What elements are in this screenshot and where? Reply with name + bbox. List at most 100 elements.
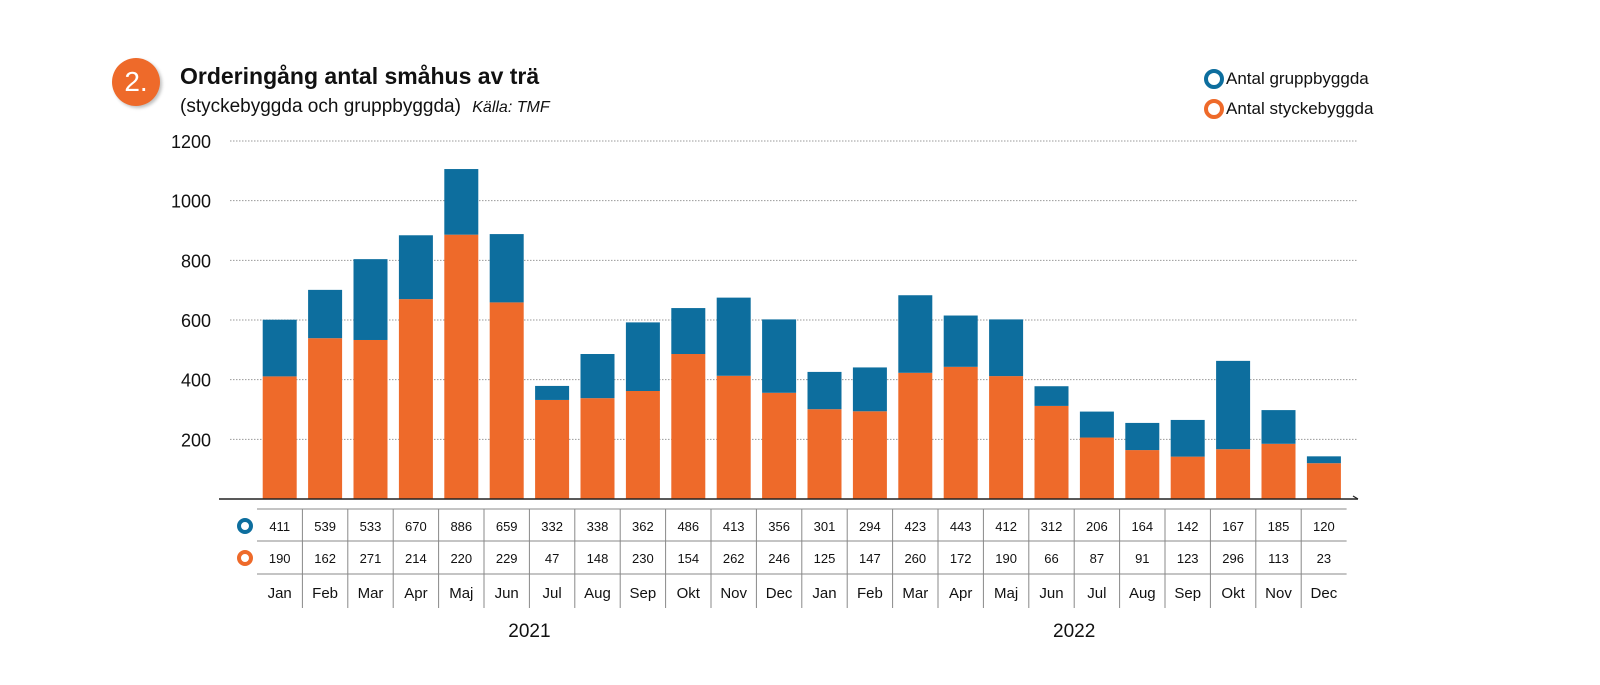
table-row-marker xyxy=(237,550,253,566)
table-cell: 301 xyxy=(814,519,836,534)
x-tick-label: Aug xyxy=(584,585,611,602)
table-cell: 312 xyxy=(1041,519,1063,534)
x-tick-label: Apr xyxy=(949,585,972,602)
bar-segment-gruppbyggda xyxy=(489,234,524,303)
x-tick-label: Jun xyxy=(1039,585,1063,602)
table-cell: 123 xyxy=(1177,551,1199,566)
bar-segment-styckebyggda xyxy=(671,354,706,499)
table-cell: 670 xyxy=(405,519,427,534)
bar-segment-styckebyggda xyxy=(398,299,433,499)
bar-segment-gruppbyggda xyxy=(580,354,615,399)
x-tick-label: Nov xyxy=(1265,585,1292,602)
table-cell: 486 xyxy=(677,519,699,534)
legend-marker-styckebyggda xyxy=(1204,99,1224,119)
table-cell: 539 xyxy=(314,519,336,534)
x-tick-label: Sep xyxy=(630,585,657,602)
bar-segment-gruppbyggda xyxy=(262,319,297,377)
x-tick-label: Dec xyxy=(766,585,793,602)
x-tick-label: Apr xyxy=(404,585,427,602)
table-cell: 113 xyxy=(1268,551,1289,566)
bar-segment-styckebyggda xyxy=(989,376,1024,499)
table-cell: 142 xyxy=(1177,519,1199,534)
table-cell: 246 xyxy=(768,551,790,566)
table-cell: 533 xyxy=(360,519,382,534)
bar-segment-gruppbyggda xyxy=(852,367,887,412)
x-axis-end-tick xyxy=(1352,495,1359,500)
table-cell: 154 xyxy=(677,551,699,566)
x-tick-label: Jul xyxy=(543,585,562,602)
table-cell: 362 xyxy=(632,519,654,534)
bar-segment-gruppbyggda xyxy=(398,235,433,300)
table-cell: 230 xyxy=(632,551,654,566)
bar-segment-gruppbyggda xyxy=(1170,419,1205,457)
bar-segment-gruppbyggda xyxy=(625,322,660,392)
chart-title: Orderingång antal småhus av trä xyxy=(180,63,540,89)
table-cell: 148 xyxy=(587,551,609,566)
y-tick-label: 1200 xyxy=(171,132,211,152)
bar-segment-styckebyggda xyxy=(1216,449,1251,499)
bar-segment-gruppbyggda xyxy=(1034,386,1069,406)
bar-segment-styckebyggda xyxy=(262,376,297,499)
bar-segment-styckebyggda xyxy=(1261,443,1296,499)
chart-subtitle: (styckebyggda och gruppbyggda) xyxy=(180,96,461,117)
y-tick-label: 800 xyxy=(181,251,211,271)
chart-subtitle-line: (styckebyggda och gruppbyggda) Källa: TM… xyxy=(180,96,550,118)
bar-segment-gruppbyggda xyxy=(671,308,706,355)
x-tick-label: Mar xyxy=(358,585,384,602)
x-tick-label: Maj xyxy=(994,585,1018,602)
bar-segment-gruppbyggda xyxy=(1216,360,1251,450)
x-tick-label: Okt xyxy=(1221,585,1245,602)
table-cell: 332 xyxy=(541,519,563,534)
table-cell: 271 xyxy=(360,551,382,566)
bar-segment-styckebyggda xyxy=(1170,456,1205,499)
table-cell: 262 xyxy=(723,551,745,566)
table-cell: 125 xyxy=(814,551,836,566)
bar-segment-gruppbyggda xyxy=(535,385,570,400)
bar-segment-styckebyggda xyxy=(943,366,978,499)
bar-segment-styckebyggda xyxy=(1306,463,1341,499)
table-cell: 47 xyxy=(545,551,559,566)
table-cell: 87 xyxy=(1090,551,1104,566)
bar-segment-gruppbyggda xyxy=(1079,411,1114,438)
table-cell: 260 xyxy=(904,551,926,566)
legend-item-gruppbyggda: Antal gruppbyggda xyxy=(1204,64,1373,94)
bar-segment-gruppbyggda xyxy=(308,289,343,339)
bar-segment-gruppbyggda xyxy=(989,319,1024,377)
table-cell: 185 xyxy=(1268,519,1290,534)
bar-segment-gruppbyggda xyxy=(943,315,978,367)
y-tick-label: 1000 xyxy=(171,192,211,212)
bar-segment-styckebyggda xyxy=(489,302,524,499)
bar-segment-styckebyggda xyxy=(1079,437,1114,499)
x-tick-label: Maj xyxy=(449,585,473,602)
bar-segment-gruppbyggda xyxy=(716,297,751,376)
bar-segment-styckebyggda xyxy=(308,338,343,499)
bar-segment-styckebyggda xyxy=(898,372,933,499)
table-cell: 294 xyxy=(859,519,881,534)
table-cell: 423 xyxy=(904,519,926,534)
table-cell: 356 xyxy=(768,519,790,534)
table-cell: 412 xyxy=(995,519,1017,534)
legend-marker-gruppbyggda xyxy=(1204,69,1224,89)
table-cell: 120 xyxy=(1313,519,1335,534)
legend-label-styckebyggda: Antal styckebyggda xyxy=(1226,99,1374,118)
table-cell: 190 xyxy=(995,551,1017,566)
x-tick-label: Feb xyxy=(312,585,338,602)
table-cell: 296 xyxy=(1222,551,1244,566)
table-cell: 162 xyxy=(314,551,336,566)
table-cell: 147 xyxy=(859,551,881,566)
table-cell: 338 xyxy=(587,519,609,534)
bar-segment-gruppbyggda xyxy=(444,169,479,235)
table-cell: 229 xyxy=(496,551,518,566)
bar-segment-styckebyggda xyxy=(444,234,479,499)
bar-segment-styckebyggda xyxy=(353,339,388,499)
table-cell: 214 xyxy=(405,551,427,566)
x-tick-label: Okt xyxy=(677,585,701,602)
bar-segment-styckebyggda xyxy=(1034,405,1069,499)
bar-segment-styckebyggda xyxy=(1125,450,1160,499)
table-cell: 66 xyxy=(1044,551,1058,566)
table-cell: 167 xyxy=(1222,519,1244,534)
bar-segment-gruppbyggda xyxy=(762,319,797,393)
bar-segment-styckebyggda xyxy=(852,411,887,499)
y-tick-label: 400 xyxy=(181,371,211,391)
